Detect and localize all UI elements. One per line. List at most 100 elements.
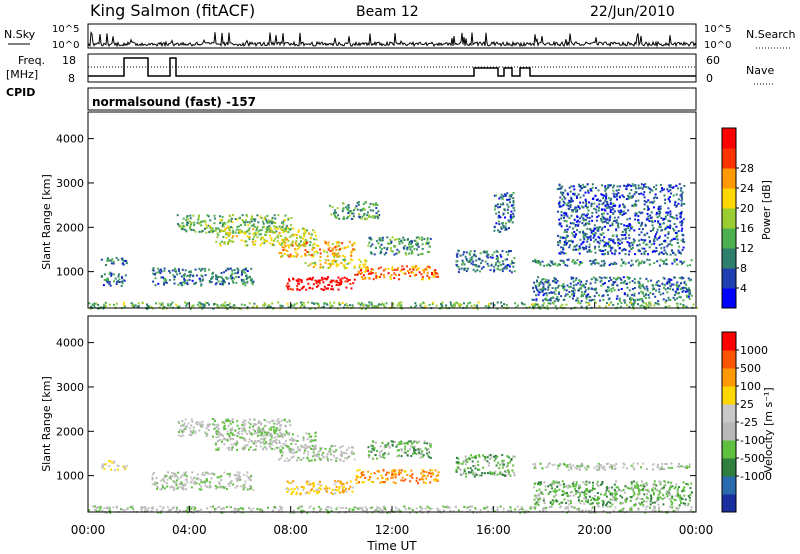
heatmap-cell	[335, 253, 338, 256]
heatmap-cell	[595, 211, 598, 214]
heatmap-cell	[497, 206, 500, 209]
heatmap-cell	[351, 244, 354, 247]
heatmap-cell	[210, 281, 213, 283]
heatmap-cell	[649, 263, 652, 266]
heatmap-cell	[391, 236, 394, 239]
heatmap-cell	[559, 252, 562, 255]
heatmap-cell	[411, 265, 414, 268]
heatmap-cell	[343, 485, 345, 488]
heatmap-cell	[469, 301, 472, 304]
heatmap-cell	[498, 467, 501, 470]
heatmap-cell	[493, 270, 495, 273]
heatmap-cell	[561, 193, 564, 196]
heatmap-cell	[660, 488, 663, 491]
heatmap-cell	[237, 269, 240, 272]
heatmap-cell	[248, 221, 251, 224]
heatmap-cell	[210, 477, 213, 480]
heatmap-cell	[375, 202, 378, 205]
heatmap-cell	[386, 236, 389, 239]
heatmap-cell	[676, 287, 679, 290]
heatmap-cell	[508, 265, 511, 268]
heatmap-cell	[339, 482, 342, 485]
heatmap-cell	[660, 466, 663, 468]
heatmap-cell	[403, 442, 406, 445]
heatmap-cell	[429, 445, 432, 448]
heatmap-cell	[270, 306, 273, 309]
heatmap-cell	[667, 226, 669, 229]
heatmap-cell	[523, 303, 526, 306]
heatmap-cell	[657, 208, 660, 210]
heatmap-cell	[174, 275, 176, 278]
heatmap-cell	[603, 236, 606, 239]
heatmap-cell	[328, 204, 331, 207]
heatmap-cell	[589, 188, 592, 190]
heatmap-cell	[275, 438, 278, 441]
heatmap-cell	[651, 189, 654, 192]
heatmap-cell	[669, 210, 672, 213]
heatmap-cell	[655, 184, 658, 187]
heatmap-cell	[213, 427, 216, 430]
heatmap-cell	[159, 488, 162, 491]
heatmap-cell	[176, 305, 179, 308]
heatmap-cell	[344, 457, 347, 459]
heatmap-cell	[557, 234, 559, 237]
heatmap-cell	[674, 253, 677, 256]
heatmap-cell	[639, 224, 642, 227]
heatmap-cell	[401, 476, 404, 479]
heatmap-cell	[573, 245, 576, 248]
heatmap-cell	[610, 288, 613, 291]
heatmap-cell	[306, 491, 308, 494]
heatmap-cell	[558, 292, 560, 295]
heatmap-cell	[580, 287, 582, 290]
heatmap-cell	[650, 201, 653, 204]
heatmap-cell	[318, 487, 321, 489]
heatmap-cell	[467, 467, 470, 470]
heatmap-cell	[108, 460, 111, 463]
heatmap-cell	[581, 291, 584, 293]
heatmap-cell	[506, 192, 509, 195]
heatmap-cell	[597, 262, 600, 265]
heatmap-cell	[592, 261, 595, 264]
heatmap-cell	[640, 231, 643, 234]
heatmap-cell	[553, 300, 556, 303]
heatmap-cell	[680, 202, 683, 205]
heatmap-cell	[590, 278, 593, 281]
heatmap-cell	[303, 452, 306, 455]
heatmap-cell	[637, 248, 640, 251]
heatmap-cell	[582, 201, 585, 204]
heatmap-cell	[327, 244, 330, 246]
heatmap-cell	[302, 301, 305, 304]
heatmap-cell	[663, 463, 666, 465]
heatmap-cell	[467, 471, 470, 474]
heatmap-cell	[472, 472, 475, 475]
heatmap-cell	[502, 474, 505, 476]
heatmap-cell	[680, 229, 683, 232]
heatmap-cell	[230, 443, 233, 446]
heatmap-cell	[587, 293, 590, 296]
heatmap-cell	[194, 268, 197, 271]
heatmap-cell	[462, 472, 465, 475]
heatmap-cell	[383, 446, 386, 449]
heatmap-cell	[224, 305, 227, 308]
heatmap-cell	[266, 231, 269, 234]
heatmap-cell	[274, 231, 276, 234]
heatmap-cell	[236, 480, 239, 482]
heatmap-cell	[584, 286, 587, 289]
heatmap-cell	[163, 267, 166, 270]
heatmap-cell	[247, 276, 250, 279]
heatmap-cell	[220, 486, 223, 489]
heatmap-cell	[152, 272, 155, 275]
heatmap-cell	[280, 445, 283, 448]
heatmap-cell	[348, 279, 351, 281]
heatmap-cell	[366, 211, 369, 214]
heatmap-cell	[585, 280, 588, 283]
heatmap-cell	[395, 445, 398, 448]
heatmap-cell	[188, 278, 191, 281]
heatmap-cell	[562, 260, 565, 263]
heatmap-cell	[231, 434, 234, 436]
heatmap-cell	[633, 300, 636, 303]
heatmap-cell	[403, 451, 406, 454]
heatmap-cell	[163, 277, 166, 280]
heatmap-cell	[495, 204, 498, 207]
colorbar-tick-label: 28	[740, 162, 754, 175]
